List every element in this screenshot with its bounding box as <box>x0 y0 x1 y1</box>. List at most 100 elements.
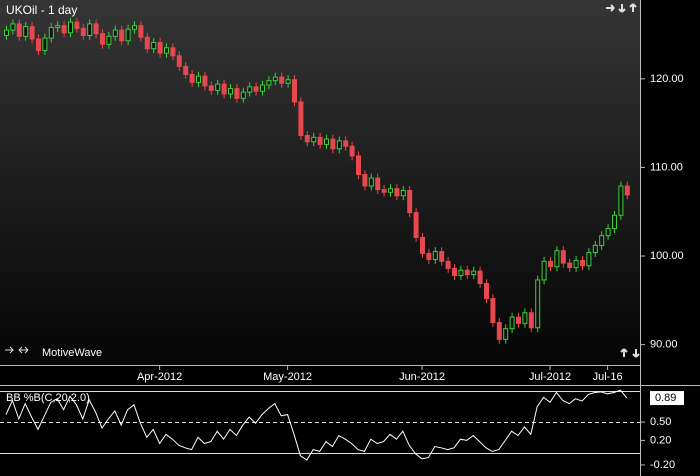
indicator-line <box>5 389 628 461</box>
candle-body <box>439 251 445 262</box>
candle-body <box>605 228 611 237</box>
candle-body <box>253 86 259 92</box>
watermark: MotiveWave <box>42 347 102 359</box>
x-tick-label: Jul-2012 <box>529 371 571 383</box>
candle-body <box>87 23 93 36</box>
candle-body <box>164 47 169 54</box>
candle-body <box>394 188 400 197</box>
candle-body <box>285 79 291 84</box>
candle-body <box>202 75 208 87</box>
candle-body <box>298 101 304 137</box>
candle-body <box>458 269 464 277</box>
candle-body <box>266 80 272 86</box>
candle-body <box>612 214 617 230</box>
indicator-title: BB %B(C,20,2.0) <box>6 392 90 404</box>
candle-body <box>400 189 406 197</box>
candle-body <box>471 270 477 276</box>
candle-body <box>560 250 566 264</box>
icon[interactable] <box>618 4 626 13</box>
toolbar-icons[interactable] <box>5 3 640 358</box>
candle-body <box>125 28 131 42</box>
candle-body <box>343 140 349 147</box>
candle-body <box>522 312 528 324</box>
candle-body <box>407 189 413 214</box>
candle-body <box>215 83 221 91</box>
candle-body <box>112 29 118 37</box>
y-tick-label: 100.00 <box>650 250 684 262</box>
candle-body <box>144 36 150 50</box>
last-value-label: 0.89 <box>655 392 676 404</box>
candle-body <box>260 84 265 92</box>
candle-body <box>10 23 16 31</box>
x-tick-label: Jun-2012 <box>399 371 445 383</box>
candle-body <box>356 155 361 176</box>
candle-body <box>55 25 61 28</box>
candle-body <box>42 37 48 51</box>
candle-body <box>119 29 125 42</box>
candle-body <box>234 88 240 99</box>
candle-body <box>381 189 387 193</box>
candle-body <box>317 136 323 145</box>
y-tick-label: 0.50 <box>650 416 671 428</box>
candle-body <box>426 252 432 261</box>
candle-body <box>23 26 29 37</box>
chart-title: UKOil - 1 day <box>6 3 77 17</box>
y-tick-label: 0.20 <box>650 434 671 446</box>
candle-body <box>247 86 253 93</box>
candle-body <box>48 26 54 39</box>
candle-body <box>567 262 573 269</box>
candle-body <box>336 140 342 150</box>
candle-body <box>138 25 144 38</box>
icon[interactable] <box>18 346 29 354</box>
candle-body <box>368 177 374 187</box>
icon[interactable] <box>5 346 15 354</box>
x-tick-label: May-2012 <box>263 371 312 383</box>
candle-body <box>80 27 86 36</box>
candle-body <box>432 251 438 261</box>
candle-body <box>420 236 425 254</box>
candle-body <box>311 136 317 143</box>
candle-body <box>535 279 541 329</box>
candle-body <box>484 282 489 300</box>
candle-body <box>516 316 521 324</box>
candle-body <box>503 328 509 340</box>
candle-body <box>496 321 502 340</box>
candle-body <box>445 260 451 269</box>
y-tick-label: 110.00 <box>650 161 683 173</box>
icon[interactable] <box>632 349 640 358</box>
x-tick-label: Apr-2012 <box>137 371 182 383</box>
candle-body <box>151 42 157 50</box>
candle-body <box>509 316 515 330</box>
candle-body <box>586 251 592 267</box>
icon[interactable] <box>629 3 637 12</box>
candle-body <box>29 26 35 40</box>
candle-body <box>100 33 105 45</box>
candle-body <box>477 270 483 284</box>
icon[interactable] <box>620 348 628 357</box>
candle-body <box>618 185 624 216</box>
time-axis <box>0 365 700 385</box>
candle-body <box>189 73 195 83</box>
candle-body <box>183 65 189 75</box>
candle-body <box>16 23 22 37</box>
icon[interactable] <box>606 4 615 12</box>
candle-body <box>61 25 67 34</box>
candle-body <box>490 298 496 323</box>
y-tick-label: 90.00 <box>650 339 678 351</box>
candle-body <box>388 188 393 193</box>
candle-body <box>176 55 182 67</box>
y-tick-label: 120.00 <box>650 73 684 85</box>
y-tick-label: -0.20 <box>650 459 675 471</box>
candle-body <box>36 38 41 51</box>
candle-body <box>272 76 278 82</box>
candle-body <box>132 25 137 30</box>
candle-body <box>68 21 73 34</box>
candle-body <box>304 135 310 143</box>
candle-body <box>580 259 585 267</box>
candle-body <box>240 91 246 99</box>
candle-body <box>452 267 457 277</box>
candle-body <box>74 21 80 29</box>
last-value-box <box>650 391 684 406</box>
candle-body <box>375 177 381 191</box>
